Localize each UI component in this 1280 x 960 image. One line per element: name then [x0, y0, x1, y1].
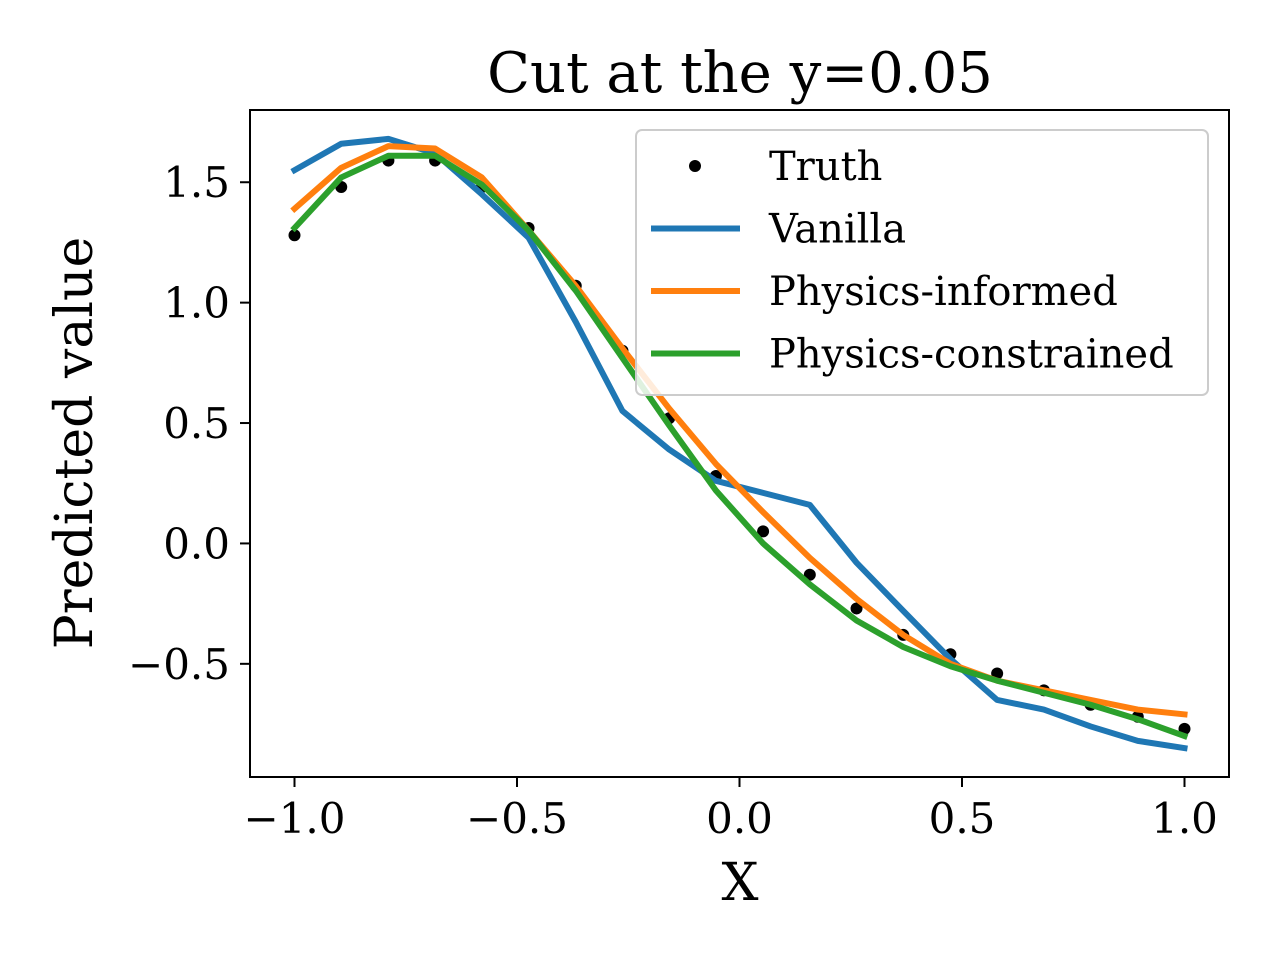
legend-label: Truth [769, 144, 882, 190]
legend-label: Vanilla [768, 207, 906, 253]
legend-marker [689, 160, 701, 172]
series-line-physics-constrained [290, 152, 1189, 740]
x-tick-label: 0.0 [706, 794, 773, 843]
x-axis: −1.0 −0.5 0.0 0.5 1.0 [244, 777, 1218, 843]
x-tick-label: −0.5 [466, 794, 568, 843]
series-group [288, 135, 1191, 752]
plot-area [249, 109, 1230, 778]
x-axis-label: X [721, 853, 758, 913]
data-point [757, 525, 770, 538]
data-point [803, 568, 816, 581]
y-axis-label: Predicted value [45, 237, 105, 649]
chart-title: Cut at the y=0.05 [487, 41, 993, 106]
legend-label: Physics-informed [769, 269, 1118, 315]
y-tick-label: 1.0 [163, 279, 230, 328]
legend-item: Vanilla [651, 207, 906, 253]
y-tick-label: 0.5 [163, 399, 230, 448]
y-tick-label: 1.5 [163, 158, 230, 207]
legend-label: Physics-constrained [769, 332, 1174, 378]
x-tick-label: −1.0 [244, 794, 346, 843]
x-tick-label: 1.0 [1151, 794, 1218, 843]
data-point [288, 229, 301, 242]
y-tick-label: −0.5 [128, 640, 230, 689]
data-point [850, 602, 863, 615]
legend: Truth Vanilla Physics-informed Physics-cons… [635, 129, 1209, 396]
y-tick-label: 0.0 [163, 519, 230, 568]
legend-item: Truth [689, 144, 882, 190]
legend-item: Physics-informed [651, 269, 1118, 315]
y-axis: −0.5 0.0 0.5 1.0 1.5 [128, 158, 250, 689]
x-tick-label: 0.5 [929, 794, 996, 843]
legend-item: Physics-constrained [651, 332, 1174, 378]
legend-box [635, 129, 1209, 396]
